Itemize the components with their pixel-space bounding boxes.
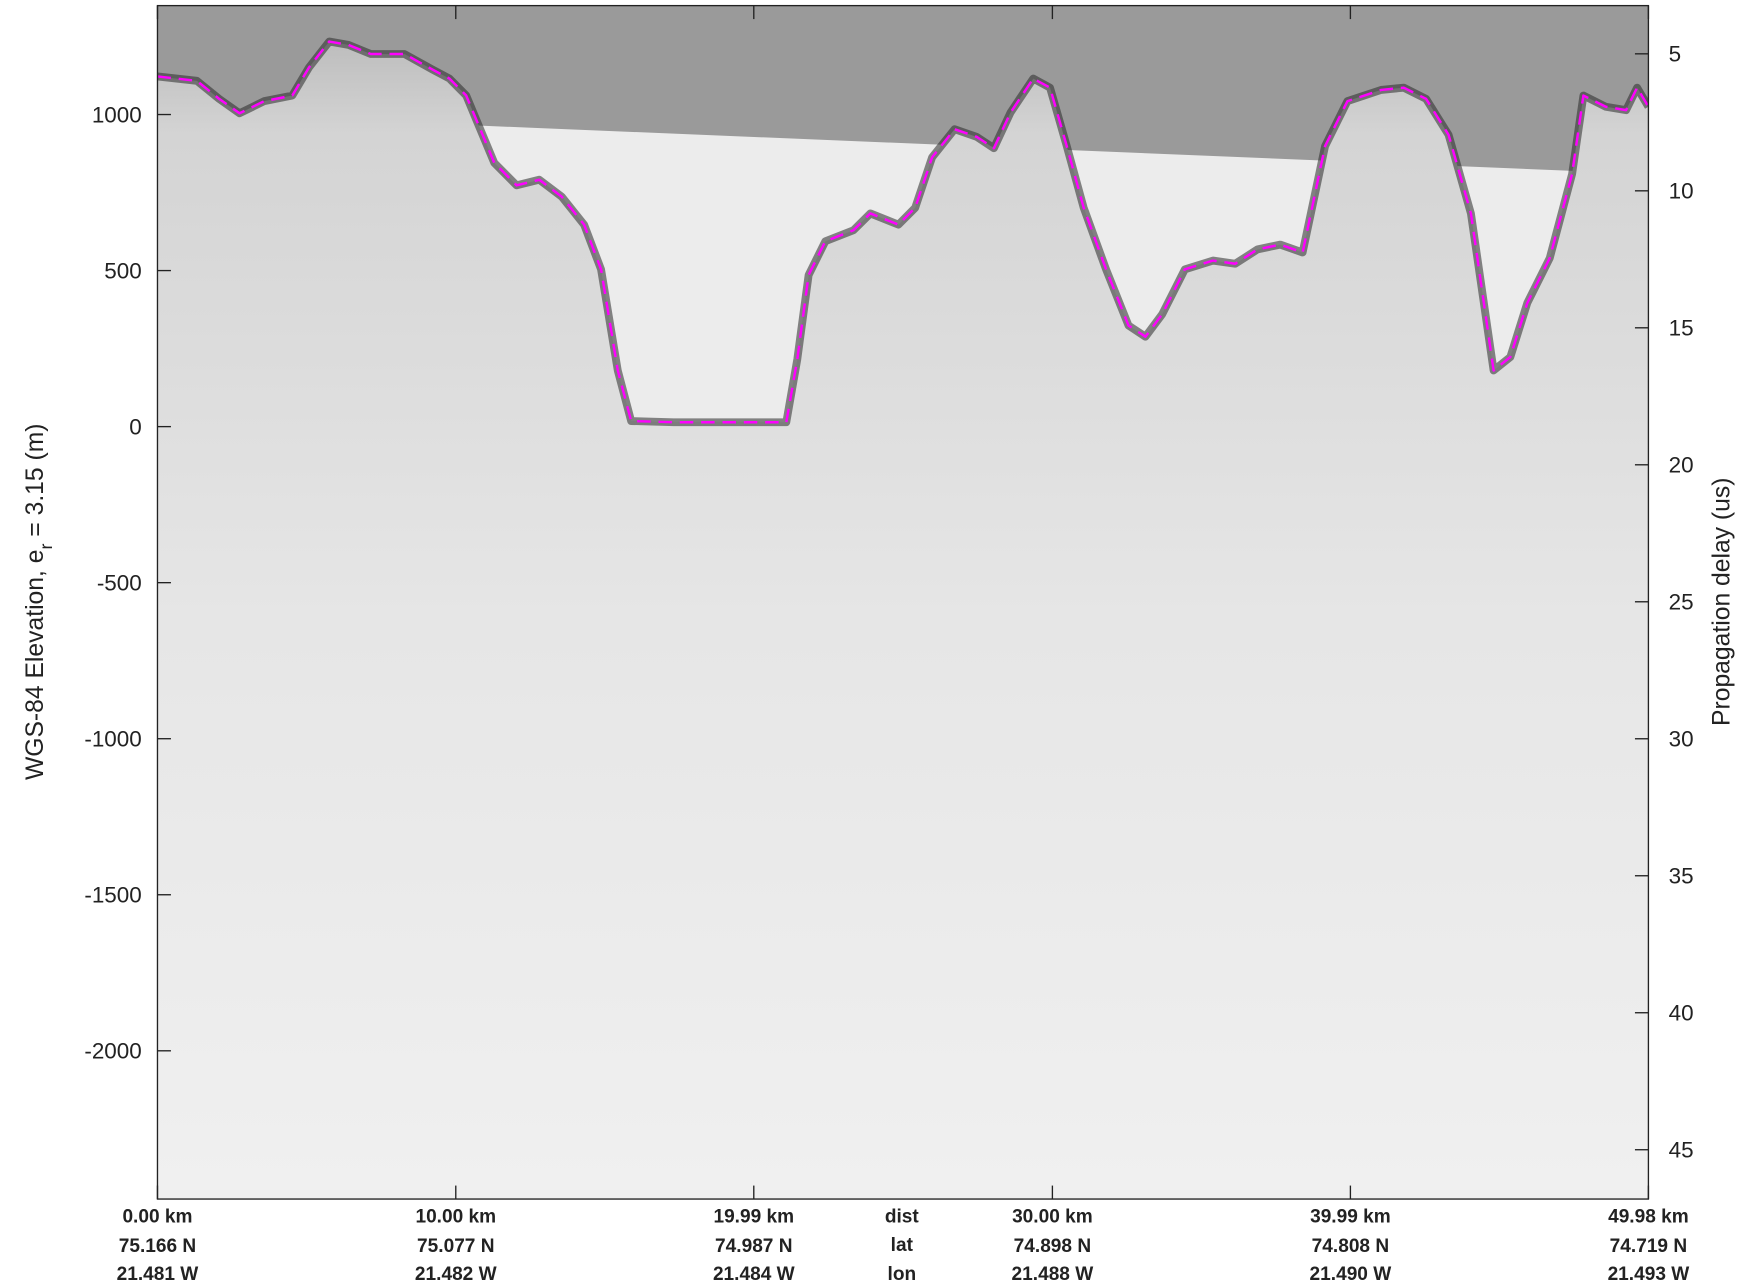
surface-line [157, 40, 1649, 424]
air-region [157, 5, 1649, 175]
lon-label: 21.481 W [117, 1264, 199, 1281]
y2-tick-label: 35 [1669, 864, 1694, 889]
y2-axis-label: Propagation delay (us) [1708, 478, 1735, 726]
plot-area [157, 5, 1649, 1200]
y2-tick-label: 15 [1669, 316, 1694, 341]
y2-tick-label: 45 [1669, 1138, 1694, 1163]
y-tick-label: 500 [104, 258, 141, 283]
x-tick-label: 30.00 km [1012, 1207, 1093, 1228]
lat-label: 75.077 N [417, 1236, 494, 1257]
lon-label: 21.493 W [1608, 1264, 1690, 1281]
y-tick-label: -1000 [84, 727, 141, 752]
lat-label: 74.719 N [1610, 1236, 1687, 1257]
y-tick-label: 1000 [92, 102, 142, 127]
lon-label: 21.488 W [1012, 1264, 1094, 1281]
x-tick-label: 0.00 km [122, 1207, 192, 1228]
y2-tick-label: 30 [1669, 727, 1694, 752]
lon-label: 21.482 W [415, 1264, 497, 1281]
x-tick-label: 39.99 km [1310, 1207, 1391, 1228]
lon-label: 21.490 W [1310, 1264, 1392, 1281]
y-axis-label: WGS-84 Elevation, er = 3.15 (m) [22, 423, 56, 780]
y-tick-label: -500 [97, 571, 142, 596]
lat-label: 74.898 N [1014, 1236, 1091, 1257]
lon-label: 21.484 W [713, 1264, 795, 1281]
x-tick-label: 19.99 km [713, 1207, 794, 1228]
lat-label: 75.166 N [119, 1236, 196, 1257]
lat-label: 74.808 N [1312, 1236, 1389, 1257]
lat-label: 74.987 N [715, 1236, 792, 1257]
y2-tick-label: 5 [1669, 42, 1681, 67]
y-tick-label: -1500 [84, 883, 141, 908]
row-name: dist [885, 1207, 920, 1228]
ice-fill [157, 41, 1649, 1200]
y2-tick-label: 25 [1669, 590, 1694, 615]
y2-tick-label: 40 [1669, 1001, 1694, 1026]
y2-tick-label: 20 [1669, 453, 1694, 478]
x-tick-label: 10.00 km [415, 1207, 496, 1228]
y2-tick-label: 10 [1669, 179, 1694, 204]
row-name: lat [891, 1235, 914, 1256]
y-tick-label: 0 [129, 414, 141, 439]
row-name: lon [888, 1264, 917, 1281]
y-label-suffix: = 3.15 (m) [22, 423, 49, 543]
y-tick-label: -2000 [84, 1039, 141, 1064]
x-tick-label: 49.98 km [1608, 1207, 1689, 1228]
y-label-main: WGS-84 Elevation, e [22, 550, 49, 781]
y-label-subscript: r [36, 544, 56, 550]
